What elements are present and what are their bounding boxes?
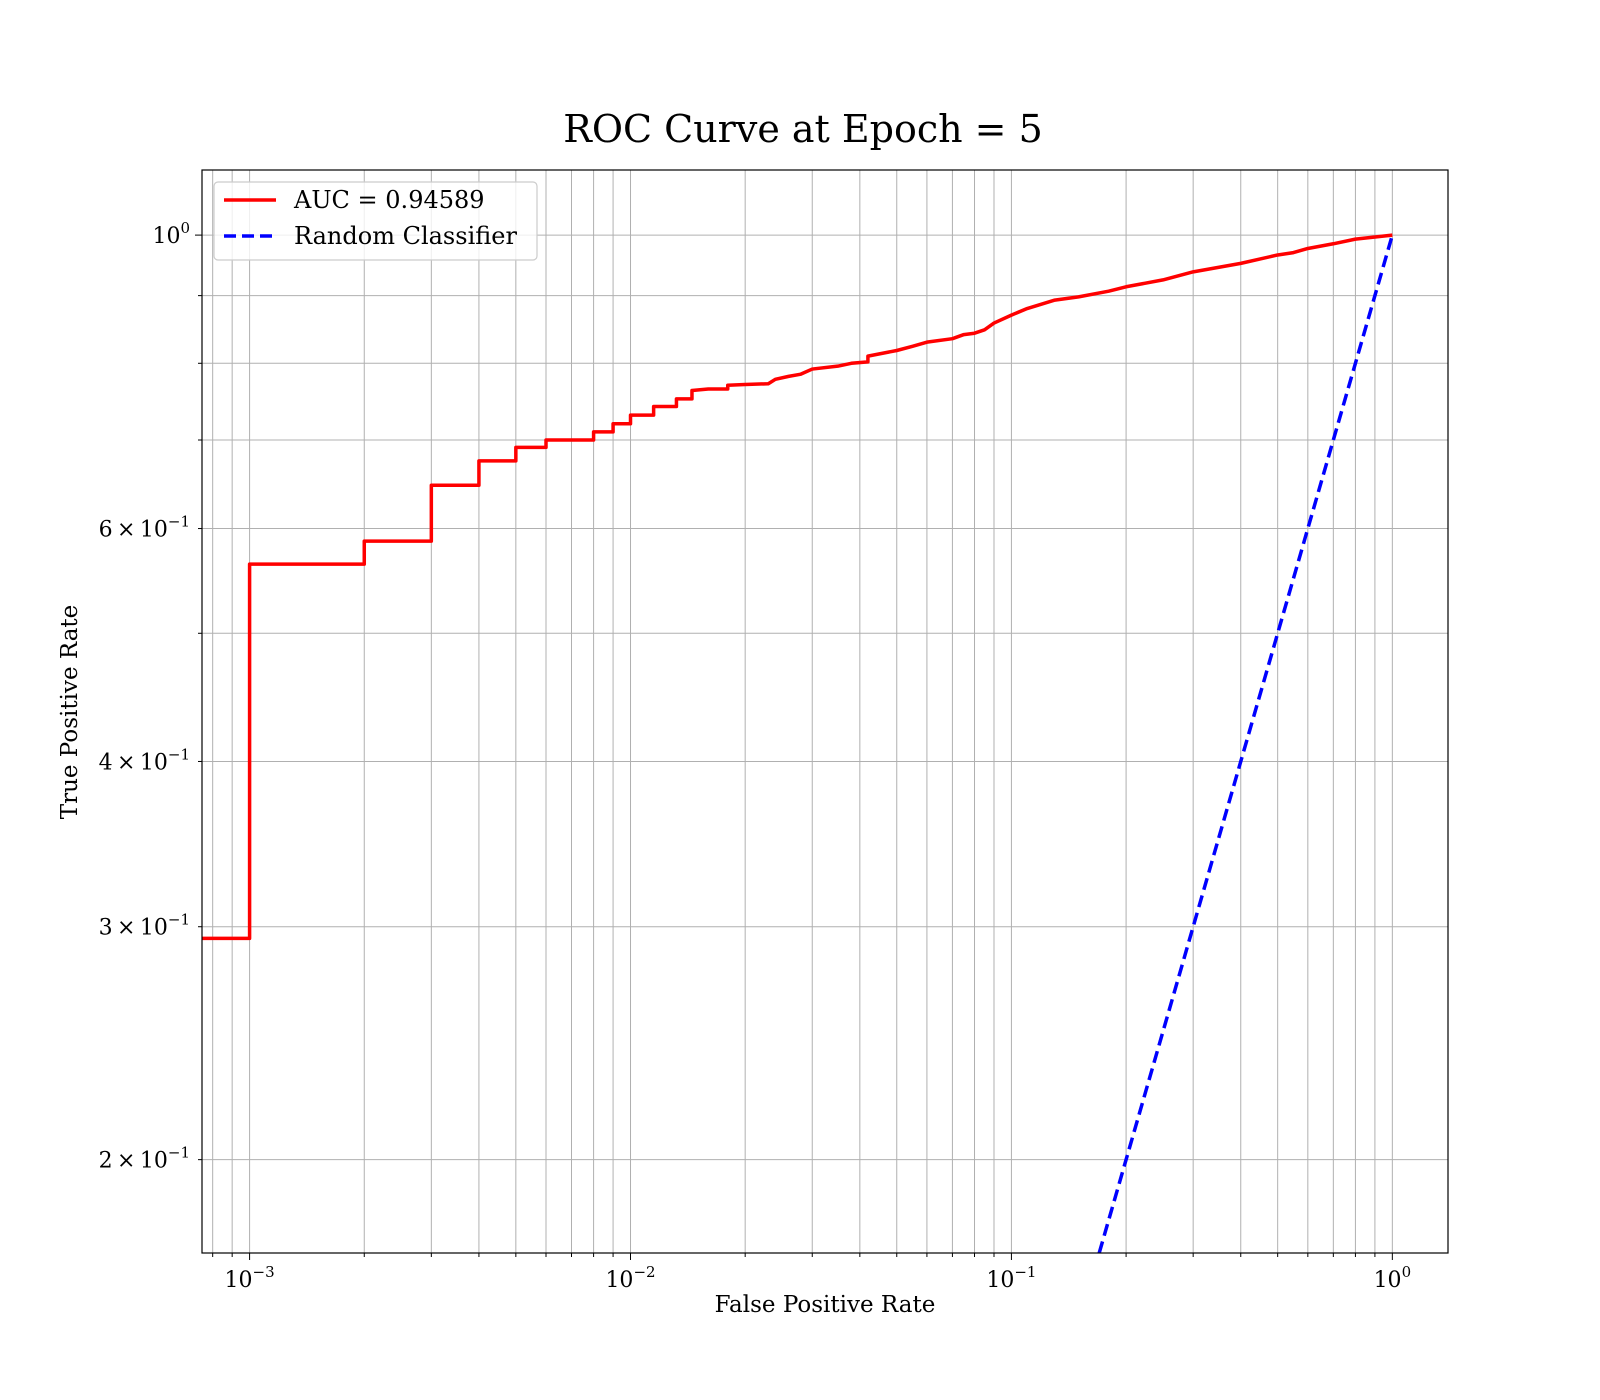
legend-box [213, 181, 538, 261]
y-axis-label: True Positive Rate [57, 605, 83, 820]
series-layer [202, 233, 1395, 1253]
legend: AUC = 0.94589 Random Classifier [213, 181, 538, 261]
legend-label-auc: AUC = 0.94589 [293, 186, 485, 214]
x-tick-label: 10−2 [605, 1263, 655, 1293]
x-axis-ticks: 10−3 10−2 10−1 100 [212, 1253, 1412, 1293]
x-axis-label: False Positive Rate [715, 1292, 936, 1318]
y-axis-ticks: 100 6 × 10−1 4 × 10−1 3 × 10−1 2 × 10−1 [99, 219, 202, 1174]
x-tick-label: 10−3 [225, 1263, 275, 1293]
y-tick-label: 2 × 10−1 [99, 1144, 190, 1174]
y-tick-label: 3 × 10−1 [99, 911, 190, 941]
y-tick-label: 100 [152, 219, 190, 249]
y-tick-label: 4 × 10−1 [99, 745, 190, 775]
chart-title: ROC Curve at Epoch = 5 [563, 107, 1043, 151]
plot-frame [201, 169, 1449, 1254]
x-tick-label: 10−1 [986, 1263, 1036, 1293]
grid-lines [202, 170, 1448, 1253]
roc-curve-line [202, 233, 1393, 941]
legend-label-random: Random Classifier [294, 222, 517, 250]
random-classifier-line [1097, 234, 1395, 1253]
y-tick-label: 6 × 10−1 [99, 513, 190, 543]
x-tick-label: 100 [1374, 1263, 1412, 1293]
